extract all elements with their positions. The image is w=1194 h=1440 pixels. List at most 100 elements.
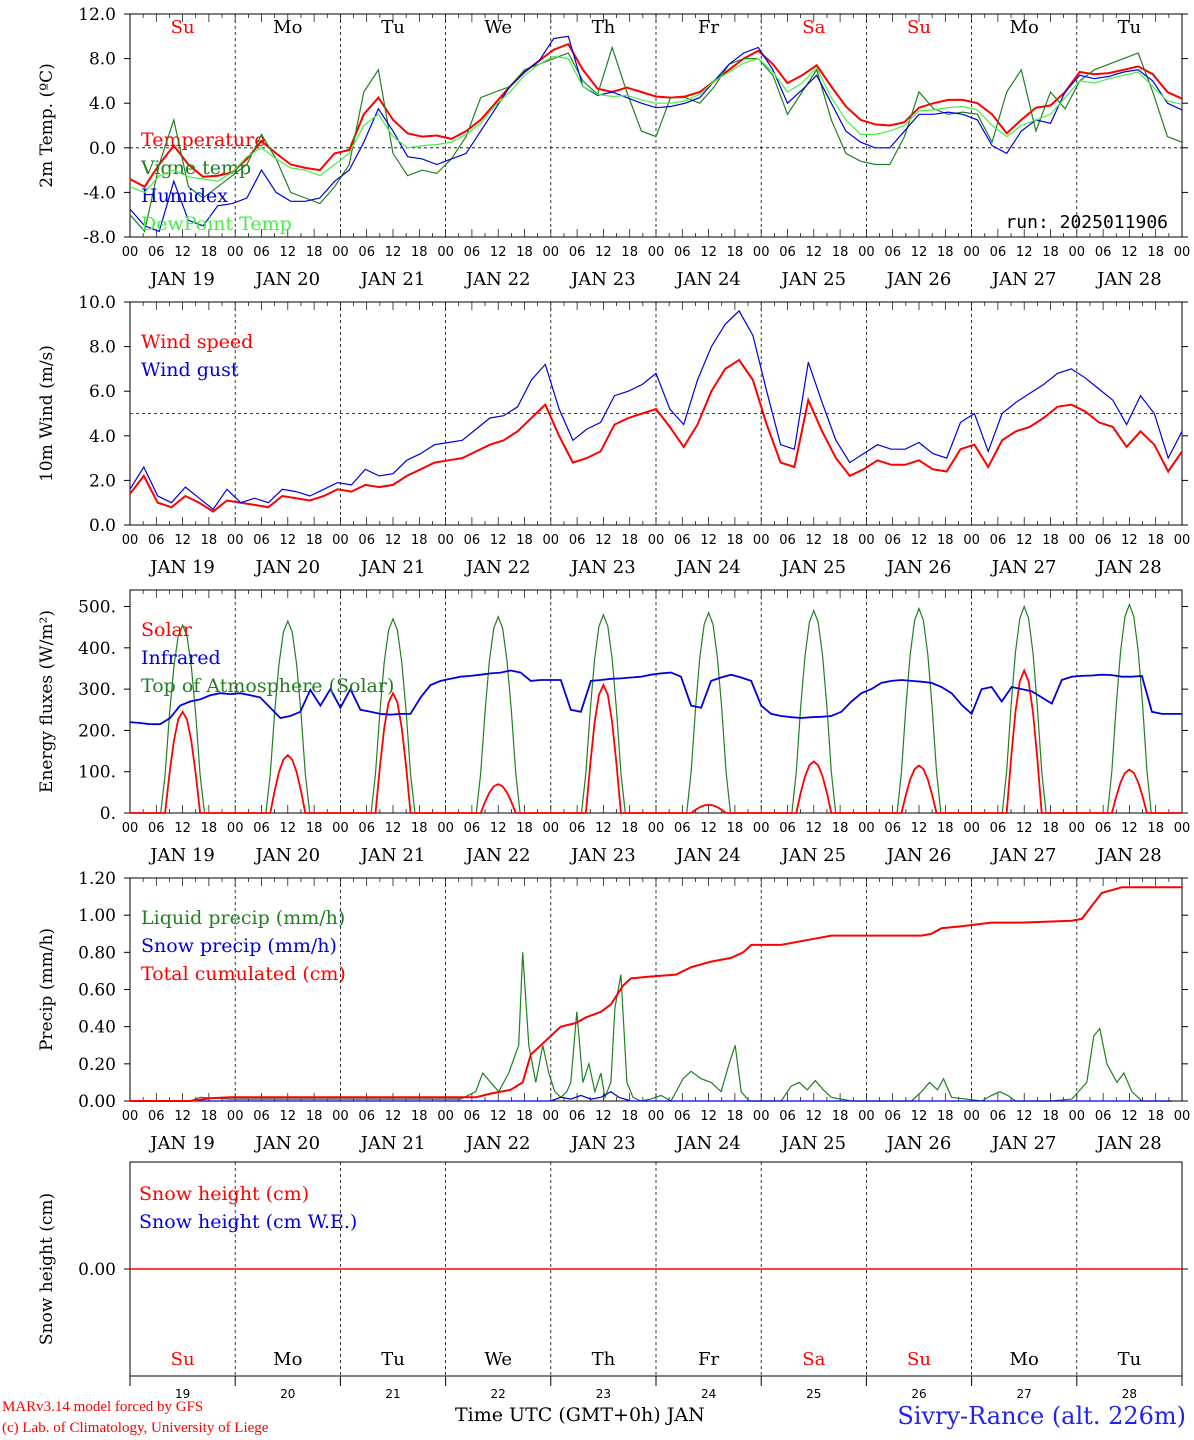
hour-label: 12 xyxy=(385,533,402,548)
hour-label: 18 xyxy=(621,245,638,260)
y-tick-label: 0.0 xyxy=(89,139,116,159)
hour-label: 18 xyxy=(516,245,533,260)
y-tick-label: 400. xyxy=(78,639,116,659)
hour-label: 06 xyxy=(1095,245,1112,260)
hour-label: 06 xyxy=(990,1109,1007,1124)
y-tick-label: 2.0 xyxy=(89,471,116,491)
hour-label: 06 xyxy=(464,245,481,260)
hour-label: 18 xyxy=(937,1109,954,1124)
hour-label: 00 xyxy=(963,1109,980,1124)
date-label: JAN 19 xyxy=(148,269,215,290)
date-label: JAN 24 xyxy=(674,1133,741,1154)
hour-label: 06 xyxy=(569,245,586,260)
hour-label: 00 xyxy=(963,533,980,548)
date-label: JAN 19 xyxy=(148,1133,215,1154)
hour-label: 12 xyxy=(700,1109,717,1124)
hour-label: 12 xyxy=(700,533,717,548)
hour-label: 12 xyxy=(1016,1109,1033,1124)
hour-label: 00 xyxy=(227,821,244,836)
hour-label: 12 xyxy=(490,533,507,548)
hour-label: 12 xyxy=(280,821,297,836)
y-tick-label: 0.60 xyxy=(78,981,116,1001)
hour-label: 18 xyxy=(832,1109,849,1124)
hour-label: 18 xyxy=(1147,821,1164,836)
date-label: JAN 24 xyxy=(674,845,741,866)
hour-label: 06 xyxy=(1095,821,1112,836)
hour-label: 12 xyxy=(806,1109,823,1124)
hour-label: 18 xyxy=(727,821,744,836)
hour-label: 00 xyxy=(543,533,560,548)
hour-label: 12 xyxy=(1121,1109,1138,1124)
plot-frame xyxy=(129,589,1183,814)
date-label: JAN 28 xyxy=(1095,557,1162,578)
hour-label: 06 xyxy=(884,533,901,548)
hour-label: 12 xyxy=(1016,533,1033,548)
hour-label: 18 xyxy=(1042,533,1059,548)
hour-label: 00 xyxy=(332,533,349,548)
hour-label: 00 xyxy=(753,245,770,260)
hour-label: 18 xyxy=(937,533,954,548)
hour-label: 00 xyxy=(437,245,454,260)
hour-label: 00 xyxy=(858,821,875,836)
hour-label: 06 xyxy=(884,821,901,836)
legend-entry: Liquid precip (mm/h) xyxy=(141,907,345,929)
date-label: JAN 21 xyxy=(359,1133,426,1154)
hour-label: 00 xyxy=(648,1109,665,1124)
y-axis-label: 10m Wind (m/s) xyxy=(37,345,57,482)
series-line-total-cumulated-cm- xyxy=(130,886,1182,1102)
weekday-label: Th xyxy=(592,1349,616,1370)
weekday-label: Sa xyxy=(802,1349,825,1370)
weekday-label: Mo xyxy=(1010,1349,1039,1370)
legend-entry: Snow height (cm W.E.) xyxy=(139,1211,357,1233)
hour-label: 06 xyxy=(253,245,270,260)
hour-label: 12 xyxy=(806,821,823,836)
hour-label: 00 xyxy=(1069,533,1086,548)
hour-label: 12 xyxy=(911,821,928,836)
date-label: JAN 22 xyxy=(464,845,531,866)
weekday-label: Tu xyxy=(1118,1349,1142,1370)
y-tick-label: -4.0 xyxy=(83,183,116,203)
date-label: JAN 21 xyxy=(359,269,426,290)
hour-label: 18 xyxy=(516,821,533,836)
hour-label: 12 xyxy=(1121,533,1138,548)
hour-label: 00 xyxy=(648,245,665,260)
day-number: 25 xyxy=(806,1387,821,1401)
day-number: 22 xyxy=(491,1387,506,1401)
hour-label: 18 xyxy=(1147,245,1164,260)
weekday-label: We xyxy=(484,1349,512,1370)
hour-label: 06 xyxy=(674,1109,691,1124)
hour-label: 06 xyxy=(779,1109,796,1124)
date-label: JAN 19 xyxy=(148,845,215,866)
hour-label: 00 xyxy=(227,533,244,548)
weekday-label: Su xyxy=(171,1349,195,1370)
hour-label: 06 xyxy=(148,1109,165,1124)
date-label: JAN 25 xyxy=(780,557,847,578)
series-line-temperature xyxy=(129,42,1183,189)
date-label: JAN 21 xyxy=(359,557,426,578)
hour-label: 06 xyxy=(779,245,796,260)
legend-entry: Solar xyxy=(141,619,193,641)
hour-label: 06 xyxy=(358,245,375,260)
y-tick-label: 500. xyxy=(78,598,116,618)
hour-label: 00 xyxy=(858,1109,875,1124)
hour-label: 12 xyxy=(806,533,823,548)
hour-label: 00 xyxy=(1174,1109,1191,1124)
hour-label: 18 xyxy=(937,245,954,260)
date-label: JAN 26 xyxy=(885,269,952,290)
hour-label: 18 xyxy=(306,533,323,548)
day-number: 24 xyxy=(701,1387,716,1401)
hour-label: 06 xyxy=(358,1109,375,1124)
day-number: 26 xyxy=(911,1387,926,1401)
hour-label: 00 xyxy=(1174,821,1191,836)
hour-label: 00 xyxy=(437,533,454,548)
date-label: JAN 23 xyxy=(569,557,636,578)
hour-label: 06 xyxy=(1095,1109,1112,1124)
hour-label: 12 xyxy=(280,533,297,548)
hour-label: 06 xyxy=(464,1109,481,1124)
hour-label: 18 xyxy=(1042,821,1059,836)
y-tick-label: 0.40 xyxy=(78,1018,116,1038)
y-tick-label: -8.0 xyxy=(83,228,116,248)
hour-label: 18 xyxy=(411,533,428,548)
date-label: JAN 25 xyxy=(780,1133,847,1154)
series-line-vigne-temp xyxy=(129,45,1183,233)
